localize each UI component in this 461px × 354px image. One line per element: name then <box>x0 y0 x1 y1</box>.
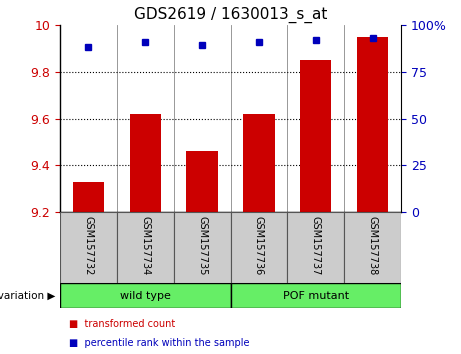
Text: POF mutant: POF mutant <box>283 291 349 301</box>
Bar <box>186 152 218 212</box>
Bar <box>174 212 230 283</box>
Bar <box>344 212 401 283</box>
Text: GSM157737: GSM157737 <box>311 216 321 275</box>
Text: GSM157738: GSM157738 <box>367 216 378 275</box>
Text: ■  transformed count: ■ transformed count <box>69 319 175 329</box>
Bar <box>243 114 275 212</box>
Bar <box>230 212 287 283</box>
Bar <box>300 60 331 212</box>
Text: wild type: wild type <box>120 291 171 301</box>
Bar <box>60 283 230 308</box>
Title: GDS2619 / 1630013_s_at: GDS2619 / 1630013_s_at <box>134 7 327 23</box>
Bar <box>117 212 174 283</box>
Text: GSM157734: GSM157734 <box>140 216 150 275</box>
Text: GSM157736: GSM157736 <box>254 216 264 275</box>
Bar <box>130 114 161 212</box>
Bar <box>230 283 401 308</box>
Bar <box>357 36 388 212</box>
Text: GSM157732: GSM157732 <box>83 216 94 275</box>
Text: genotype/variation ▶: genotype/variation ▶ <box>0 291 55 301</box>
Text: ■  percentile rank within the sample: ■ percentile rank within the sample <box>69 338 250 348</box>
Bar <box>287 212 344 283</box>
Text: GSM157735: GSM157735 <box>197 216 207 275</box>
Bar <box>73 182 104 212</box>
Bar <box>60 212 117 283</box>
